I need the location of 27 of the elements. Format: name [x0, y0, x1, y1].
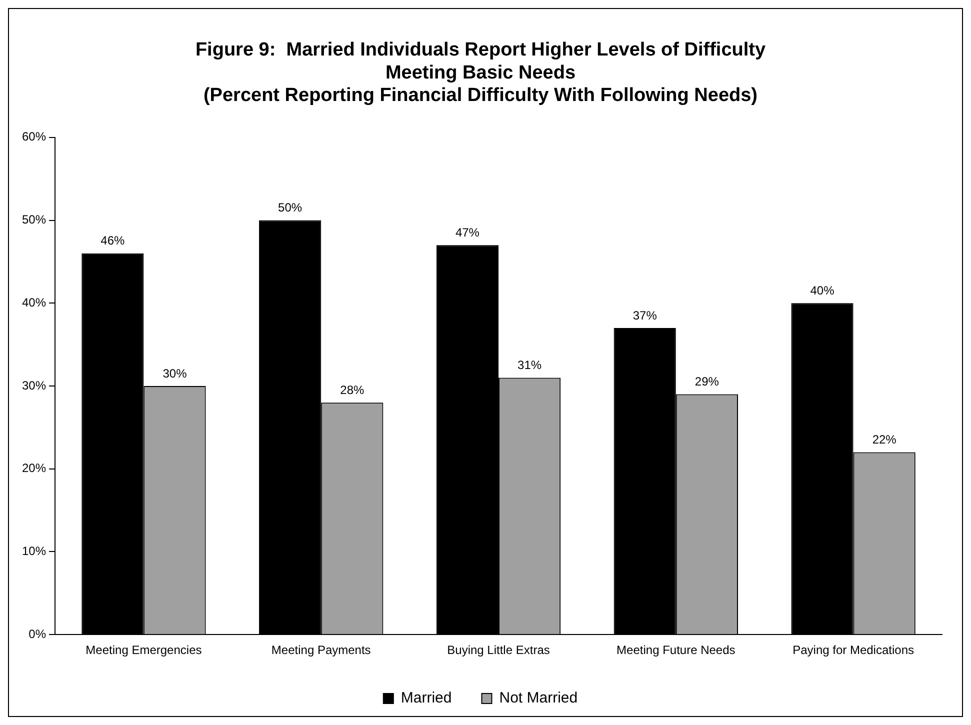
- data-label: 31%: [518, 358, 542, 372]
- y-tick-label: 0%: [28, 626, 46, 641]
- data-label: 47%: [455, 225, 480, 240]
- x-tick-label: Paying for Medications: [792, 643, 914, 658]
- data-label: 30%: [162, 366, 188, 380]
- legend-label: Not Married: [499, 690, 578, 707]
- y-tick-label: 50%: [22, 212, 46, 227]
- data-label: 37%: [632, 308, 658, 322]
- legend-label: Married: [400, 690, 452, 707]
- data-label: 29%: [694, 374, 720, 389]
- y-tick-label: 20%: [22, 461, 46, 476]
- y-tick-label: 30%: [22, 378, 46, 392]
- data-label: 50%: [278, 200, 302, 215]
- data-label: 28%: [340, 382, 364, 397]
- text: (Percent Reporting Financial Difficulty With Following Needs): [203, 85, 758, 106]
- data-label: 40%: [810, 283, 835, 298]
- y-tick-label: 40%: [22, 295, 46, 310]
- x-tick-label: Buying Little Extras: [447, 643, 550, 658]
- text: Meeting Basic Needs: [385, 62, 576, 84]
- data-label: 46%: [100, 234, 126, 248]
- text: Figure 9: Married Individuals Report Higher Levels of Difficulty: [195, 40, 766, 61]
- x-tick-label: Meeting Payments: [271, 643, 371, 658]
- y-tick-label: 60%: [22, 130, 46, 144]
- x-tick-label: Meeting Emergencies: [86, 643, 202, 658]
- y-tick-label: 10%: [22, 544, 46, 558]
- x-tick-label: Meeting Future Needs: [616, 643, 736, 658]
- data-label: 22%: [872, 432, 897, 447]
